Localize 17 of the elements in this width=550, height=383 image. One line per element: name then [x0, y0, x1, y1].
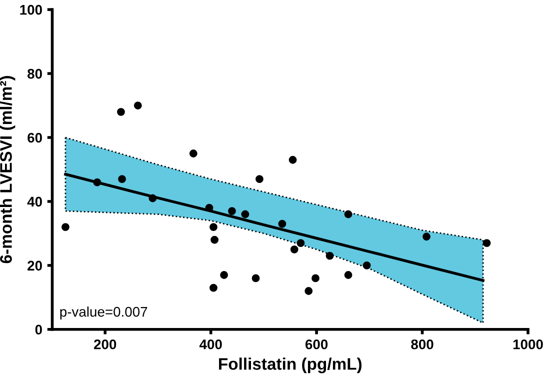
y-tick-label: 60: [28, 132, 42, 143]
x-axis-title: Follistatin (pg/mL): [219, 358, 362, 374]
point: [482, 239, 491, 247]
x-tick-label: 600: [305, 339, 328, 350]
x-tick-label: 800: [411, 339, 434, 350]
annotation: p-value=0.007: [60, 306, 148, 320]
y-tick-label: 20: [28, 260, 42, 271]
y-tick-label: 100: [20, 4, 42, 15]
point: [134, 102, 142, 110]
x-tick-label: 200: [94, 339, 116, 350]
y-axis-title: 6-month LVESVI (ml/m²): [0, 76, 16, 264]
y-tick-label: 40: [27, 196, 42, 207]
x-tick-label: 400: [199, 339, 222, 350]
y-tick-label: 80: [28, 68, 42, 79]
y-tick-label: 0: [35, 324, 42, 335]
x-tick-label: 1000: [513, 339, 543, 350]
point: [117, 108, 125, 116]
